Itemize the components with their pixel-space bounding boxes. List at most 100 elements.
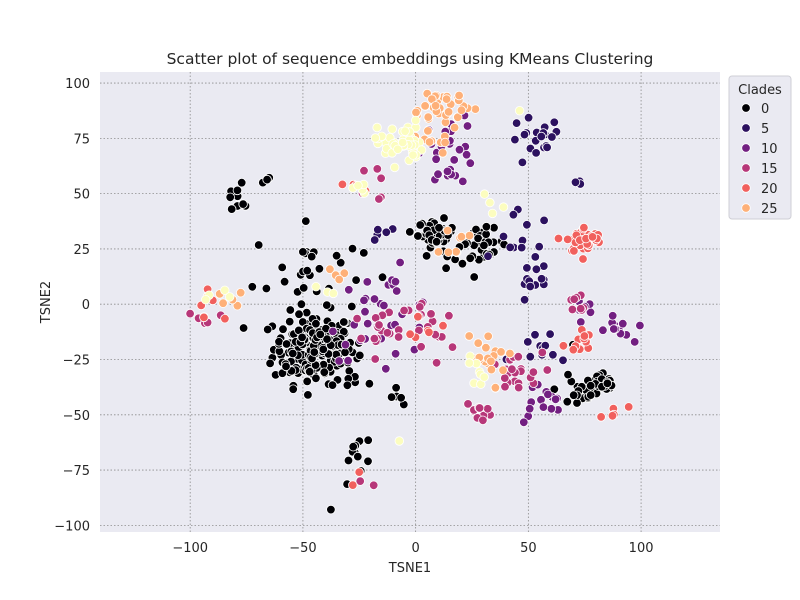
chart-title: Scatter plot of sequence embeddings usin… bbox=[167, 50, 654, 68]
data-point-clade-0 bbox=[319, 367, 330, 377]
data-point-clade-5 bbox=[522, 220, 532, 230]
data-point-clade-5 bbox=[510, 134, 520, 145]
data-point-clade-25 bbox=[423, 126, 433, 136]
data-point-clade-15 bbox=[370, 354, 380, 364]
data-point-clade-0 bbox=[457, 259, 468, 269]
data-point-clade-25 bbox=[325, 264, 335, 274]
data-point-clade-20 bbox=[405, 329, 415, 339]
data-point-clade-0 bbox=[309, 347, 320, 357]
data-point-clade-20 bbox=[563, 234, 573, 245]
data-point-clade-20 bbox=[553, 233, 564, 244]
x-axis-label: TSNE1 bbox=[388, 561, 431, 576]
data-point-clade-5 bbox=[381, 227, 392, 238]
data-point-clade-0 bbox=[439, 213, 449, 223]
y-axis-label: TSNE2 bbox=[39, 281, 54, 324]
data-point-clade-29 bbox=[487, 208, 498, 219]
data-point-clade-0 bbox=[225, 192, 235, 203]
data-point-clade-10 bbox=[359, 295, 369, 306]
data-point-clade-29 bbox=[485, 197, 495, 208]
data-point-clade-5 bbox=[536, 274, 547, 284]
data-point-clade-29 bbox=[220, 285, 230, 296]
data-point-clade-10 bbox=[431, 154, 441, 164]
data-point-clade-29 bbox=[311, 282, 321, 292]
data-point-clade-0 bbox=[331, 250, 342, 261]
data-point-clade-15 bbox=[415, 302, 425, 312]
data-point-clade-20 bbox=[220, 314, 230, 324]
data-point-clade-25 bbox=[440, 137, 450, 148]
data-point-clade-5 bbox=[508, 209, 519, 220]
data-point-clade-25 bbox=[481, 343, 491, 353]
data-point-clade-29 bbox=[328, 288, 339, 299]
data-point-clade-0 bbox=[261, 283, 272, 294]
data-point-clade-0 bbox=[285, 316, 295, 327]
data-point-clade-20 bbox=[348, 480, 358, 490]
data-point-clade-0 bbox=[347, 243, 358, 254]
data-point-clade-5 bbox=[536, 131, 547, 142]
data-point-clade-25 bbox=[464, 331, 474, 341]
data-point-clade-0 bbox=[339, 317, 349, 327]
data-point-clade-0 bbox=[396, 393, 406, 403]
data-point-clade-29 bbox=[400, 126, 410, 136]
data-point-clade-15 bbox=[374, 320, 384, 330]
data-point-clade-0 bbox=[602, 378, 613, 389]
data-point-clade-15 bbox=[369, 480, 379, 491]
data-point-clade-5 bbox=[370, 235, 380, 245]
data-point-clade-25 bbox=[235, 288, 246, 298]
data-point-clade-29 bbox=[387, 124, 397, 134]
data-point-clade-0 bbox=[413, 231, 423, 241]
data-point-clade-10 bbox=[369, 294, 380, 304]
data-point-clade-0 bbox=[318, 344, 329, 355]
data-point-clade-15 bbox=[576, 303, 586, 314]
data-point-clade-10 bbox=[598, 325, 608, 335]
data-point-clade-15 bbox=[447, 342, 458, 352]
legend-marker bbox=[741, 163, 751, 173]
data-point-clade-0 bbox=[473, 233, 483, 244]
data-point-clade-10 bbox=[618, 319, 628, 329]
data-point-clade-5 bbox=[547, 132, 557, 142]
y-tick-label: 100 bbox=[65, 77, 90, 92]
data-point-clade-25 bbox=[449, 122, 460, 133]
data-point-clade-25 bbox=[442, 225, 453, 236]
data-point-clade-10 bbox=[519, 417, 529, 428]
data-point-clade-0 bbox=[238, 323, 249, 333]
legend-marker bbox=[741, 183, 751, 193]
data-point-clade-25 bbox=[443, 107, 454, 117]
y-tick-label: −50 bbox=[63, 409, 90, 424]
data-point-clade-25 bbox=[423, 112, 433, 122]
data-point-clade-5 bbox=[511, 118, 522, 128]
data-point-clade-20 bbox=[624, 402, 634, 412]
data-point-clade-5 bbox=[525, 281, 535, 292]
data-point-clade-0 bbox=[563, 369, 573, 380]
data-point-clade-5 bbox=[534, 241, 544, 252]
data-point-clade-0 bbox=[314, 264, 325, 274]
data-point-clade-5 bbox=[483, 251, 493, 261]
data-point-clade-29 bbox=[411, 115, 421, 126]
data-point-clade-0 bbox=[296, 299, 307, 309]
data-point-clade-5 bbox=[519, 129, 530, 140]
data-point-clade-0 bbox=[247, 282, 258, 292]
legend: Clades 0 5 10 15 20 25 bbox=[728, 75, 792, 220]
legend-title: Clades bbox=[738, 83, 782, 98]
data-point-clade-15 bbox=[356, 333, 366, 344]
data-point-clade-0 bbox=[277, 262, 287, 273]
data-point-clade-29 bbox=[464, 358, 475, 368]
data-point-clade-5 bbox=[545, 329, 555, 339]
data-point-clade-5 bbox=[558, 355, 568, 366]
data-point-clade-29 bbox=[372, 122, 382, 133]
data-point-clade-10 bbox=[328, 326, 338, 337]
data-point-clade-10 bbox=[465, 158, 476, 168]
data-point-clade-0 bbox=[441, 263, 451, 273]
data-point-clade-25 bbox=[454, 90, 464, 101]
data-point-clade-0 bbox=[305, 367, 315, 377]
data-point-clade-25 bbox=[464, 230, 475, 241]
data-point-clade-5 bbox=[505, 242, 515, 253]
data-point-clade-25 bbox=[505, 348, 515, 359]
data-point-clade-15 bbox=[372, 164, 383, 174]
data-point-clade-0 bbox=[285, 305, 296, 315]
data-point-clade-10 bbox=[550, 394, 561, 405]
data-point-clade-10 bbox=[538, 402, 549, 412]
legend-marker bbox=[741, 143, 751, 153]
data-point-clade-20 bbox=[438, 321, 448, 331]
data-point-clade-15 bbox=[463, 399, 473, 409]
data-point-clade-5 bbox=[523, 337, 533, 347]
